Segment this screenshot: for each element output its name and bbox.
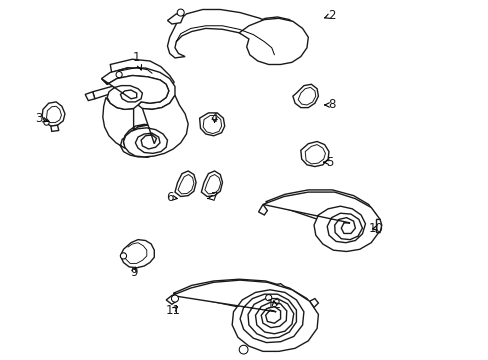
Polygon shape	[123, 95, 188, 157]
Polygon shape	[120, 240, 154, 268]
Text: 7: 7	[207, 191, 218, 204]
Polygon shape	[203, 116, 221, 134]
Polygon shape	[42, 102, 65, 126]
Text: 11: 11	[165, 303, 181, 316]
Text: 3: 3	[35, 112, 48, 125]
Circle shape	[171, 295, 178, 302]
Polygon shape	[300, 141, 328, 167]
Text: 12: 12	[266, 298, 282, 311]
Polygon shape	[258, 204, 267, 215]
Polygon shape	[178, 175, 194, 194]
Polygon shape	[51, 125, 59, 131]
Polygon shape	[175, 171, 196, 197]
Polygon shape	[265, 190, 376, 244]
Polygon shape	[292, 84, 318, 108]
Polygon shape	[201, 171, 222, 197]
Polygon shape	[93, 86, 169, 111]
Polygon shape	[199, 113, 224, 136]
Text: 5: 5	[323, 156, 333, 169]
Polygon shape	[263, 192, 379, 252]
Text: 9: 9	[130, 266, 137, 279]
Text: 6: 6	[165, 191, 177, 204]
Text: 10: 10	[368, 222, 383, 235]
Polygon shape	[85, 92, 95, 100]
Polygon shape	[173, 279, 315, 347]
Polygon shape	[102, 76, 168, 109]
Polygon shape	[279, 42, 299, 57]
Text: 2: 2	[324, 9, 335, 22]
Polygon shape	[376, 219, 381, 233]
Circle shape	[116, 72, 122, 78]
Polygon shape	[46, 106, 61, 122]
Circle shape	[44, 120, 49, 125]
Text: 4: 4	[210, 112, 218, 125]
Text: 1: 1	[133, 51, 141, 70]
Text: 8: 8	[324, 99, 335, 112]
Polygon shape	[172, 280, 318, 351]
Polygon shape	[167, 14, 183, 24]
Polygon shape	[309, 298, 318, 307]
Circle shape	[120, 253, 126, 259]
Polygon shape	[102, 98, 167, 157]
Polygon shape	[305, 145, 325, 164]
Polygon shape	[298, 87, 315, 105]
Circle shape	[265, 294, 271, 301]
Polygon shape	[266, 284, 289, 306]
Polygon shape	[110, 59, 174, 86]
Polygon shape	[115, 64, 154, 78]
Polygon shape	[102, 68, 175, 109]
Polygon shape	[167, 9, 285, 58]
Circle shape	[239, 345, 247, 354]
Polygon shape	[239, 18, 307, 64]
Polygon shape	[166, 296, 176, 304]
Circle shape	[177, 9, 184, 16]
Polygon shape	[204, 175, 220, 194]
Polygon shape	[240, 17, 303, 59]
